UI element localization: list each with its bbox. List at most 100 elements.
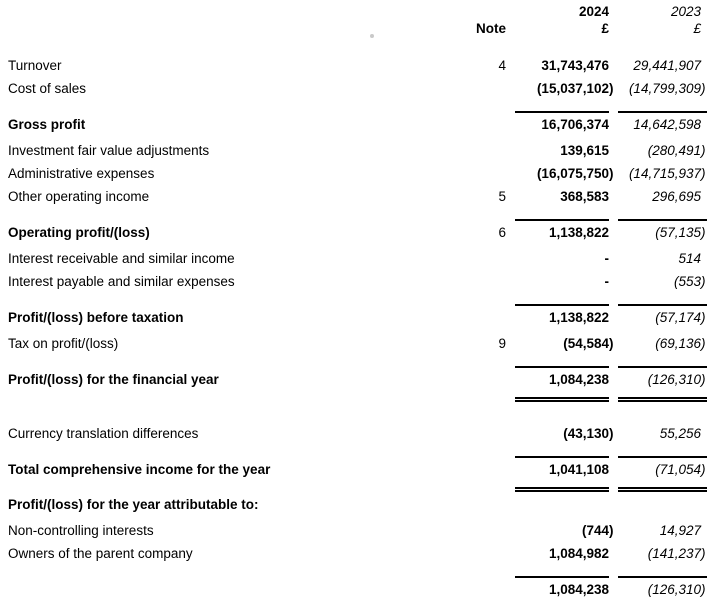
amount-2023: 29,441,907: [633, 58, 701, 73]
statement-row: Administrative expenses (16,075,750) (14,7…: [0, 162, 710, 185]
rule-2023-column: [618, 100, 707, 113]
rule-spacer: [8, 391, 441, 403]
rule-2023-column: [618, 445, 707, 458]
rule-2023-column: [618, 565, 707, 578]
amount-2023: 55,256: [659, 426, 701, 441]
row-label: Interest payable and similar expenses: [8, 274, 235, 289]
amount-2023: (14,715,937): [628, 166, 706, 181]
amount-2024: (54,584): [563, 336, 614, 351]
amount-2023: (69,136): [655, 336, 706, 351]
column-header-note: Note: [476, 21, 506, 36]
total-rule-row: [0, 293, 710, 306]
rule-spacer: [8, 565, 441, 578]
rule-spacer: [8, 481, 441, 493]
double-rule-2024: [515, 391, 609, 403]
row-label: Non-controlling interests: [8, 523, 154, 538]
double-rule-2024: [515, 481, 609, 493]
row-label: Total comprehensive income for the year: [8, 462, 271, 477]
column-header-currency-prior: £: [693, 21, 701, 36]
row-label: Cost of sales: [8, 81, 87, 96]
row-label: Administrative expenses: [8, 166, 155, 181]
row-label: Profit/(loss) for the year attributable …: [8, 497, 259, 512]
statement-row: 1,084,238 (126,310): [0, 578, 710, 601]
row-label: Investment fair value adjustments: [8, 143, 210, 158]
rule-spacer: [8, 355, 441, 368]
statement-rows: Turnover 4 31,743,476 29,441,907 Cost of sal…: [0, 54, 710, 601]
amount-2023: (141,237): [647, 546, 706, 561]
rule-2024-column: [515, 100, 609, 113]
row-label: Profit/(loss) before taxation: [8, 310, 184, 325]
row-label: Currency translation differences: [8, 426, 199, 441]
amount-2024: -: [604, 274, 610, 289]
statement-row: Gross profit 16,706,374 14,642,598: [0, 113, 710, 136]
column-header-units: Note £ £: [0, 20, 710, 37]
rule-2023-column: [618, 293, 707, 306]
row-label: Operating profit/(loss): [8, 225, 150, 240]
rule-spacer: [450, 445, 506, 458]
amount-2023: 296,695: [652, 189, 701, 204]
rule-spacer: [450, 391, 506, 403]
row-note: 5: [498, 189, 506, 204]
amount-2024: 16,706,374: [541, 117, 609, 132]
amount-2024: 1,084,982: [548, 546, 609, 561]
statement-row: Currency translation differences (43,130)…: [0, 422, 710, 445]
column-header-years: 2024 2023: [0, 3, 710, 20]
total-rule-row: [0, 565, 710, 578]
double-rule-row: [0, 391, 710, 403]
double-rule-2023: [618, 391, 707, 403]
row-label: Turnover: [8, 58, 62, 73]
row-label: Interest receivable and similar income: [8, 251, 235, 266]
rule-spacer: [450, 565, 506, 578]
amount-2023: 514: [678, 251, 701, 266]
rule-spacer: [8, 445, 441, 458]
total-rule-row: [0, 100, 710, 113]
statement-row: Total comprehensive income for the year 1…: [0, 458, 710, 481]
double-line: [618, 397, 707, 402]
statement-row: Profit/(loss) for the year attributable …: [0, 493, 710, 516]
amount-2024: 1,041,108: [548, 462, 609, 477]
column-header-currency-current: £: [601, 21, 609, 36]
rule-2024-column: [515, 355, 609, 368]
statement-row: Operating profit/(loss) 6 1,138,822 (57,135…: [0, 221, 710, 244]
amount-2023: (57,135): [655, 225, 706, 240]
rule-2024-column: [515, 565, 609, 578]
amount-2024: (15,037,102): [536, 81, 614, 96]
statement-row: Turnover 4 31,743,476 29,441,907: [0, 54, 710, 77]
rule-spacer: [450, 293, 506, 306]
column-header-year-prior: 2023: [670, 4, 701, 19]
scan-speck: [370, 34, 374, 38]
amount-2024: 1,138,822: [548, 310, 609, 325]
statement-row: Tax on profit/(loss) 9 (54,584) (69,136): [0, 332, 710, 355]
amount-2023: (126,310): [647, 372, 706, 387]
amount-2024: 31,743,476: [541, 58, 609, 73]
double-line: [515, 487, 609, 492]
row-note: 4: [498, 58, 506, 73]
rule-spacer: [450, 481, 506, 493]
rule-spacer: [8, 293, 441, 306]
row-label: Other operating income: [8, 189, 150, 204]
row-label: Tax on profit/(loss): [8, 336, 119, 351]
double-rule-row: [0, 481, 710, 493]
rule-spacer: [450, 355, 506, 368]
row-note: 9: [498, 336, 506, 351]
row-label: Gross profit: [8, 117, 86, 132]
statement-row: Profit/(loss) for the financial year 1,08…: [0, 368, 710, 391]
statement-row: Owners of the parent company 1,084,982 (14…: [0, 542, 710, 565]
amount-2024: (744): [581, 523, 614, 538]
rule-spacer: [8, 208, 441, 221]
amount-2024: 139,615: [560, 143, 609, 158]
total-rule-row: [0, 208, 710, 221]
total-rule-row: [0, 355, 710, 368]
rule-2023-column: [618, 355, 707, 368]
row-label: Owners of the parent company: [8, 546, 193, 561]
amount-2023: (57,174): [655, 310, 706, 325]
statement-row: Profit/(loss) before taxation 1,138,822 (5…: [0, 306, 710, 329]
rule-2024-column: [515, 208, 609, 221]
amount-2023: (553): [673, 274, 706, 289]
statement-row: Interest receivable and similar income - 5…: [0, 247, 710, 270]
rule-spacer: [8, 100, 441, 113]
rule-spacer: [450, 100, 506, 113]
rule-2024-column: [515, 293, 609, 306]
amount-2024: (16,075,750): [536, 166, 614, 181]
